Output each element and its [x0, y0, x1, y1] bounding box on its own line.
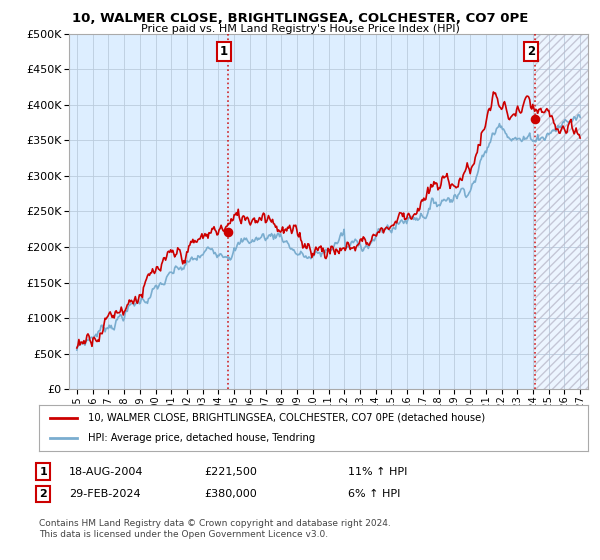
Point: [530, 114, 540, 123]
Bar: [535, 34, 588, 389]
Text: 1: 1: [40, 466, 47, 477]
Text: 29-FEB-2024: 29-FEB-2024: [69, 489, 140, 499]
Text: HPI: Average price, detached house, Tendring: HPI: Average price, detached house, Tend…: [88, 433, 316, 443]
Text: £221,500: £221,500: [204, 466, 257, 477]
Text: Price paid vs. HM Land Registry's House Price Index (HPI): Price paid vs. HM Land Registry's House …: [140, 24, 460, 34]
Text: 1: 1: [220, 45, 227, 58]
Point: [224, 227, 233, 236]
Bar: [535, 34, 588, 389]
Text: 18-AUG-2004: 18-AUG-2004: [69, 466, 143, 477]
Text: £380,000: £380,000: [204, 489, 257, 499]
Text: Contains HM Land Registry data © Crown copyright and database right 2024.
This d: Contains HM Land Registry data © Crown c…: [39, 520, 391, 539]
Text: 10, WALMER CLOSE, BRIGHTLINGSEA, COLCHESTER, CO7 0PE: 10, WALMER CLOSE, BRIGHTLINGSEA, COLCHES…: [72, 12, 528, 25]
Text: 2: 2: [527, 45, 535, 58]
Text: 11% ↑ HPI: 11% ↑ HPI: [348, 466, 407, 477]
Text: 2: 2: [40, 489, 47, 499]
Text: 10, WALMER CLOSE, BRIGHTLINGSEA, COLCHESTER, CO7 0PE (detached house): 10, WALMER CLOSE, BRIGHTLINGSEA, COLCHES…: [88, 413, 485, 423]
Text: 6% ↑ HPI: 6% ↑ HPI: [348, 489, 400, 499]
